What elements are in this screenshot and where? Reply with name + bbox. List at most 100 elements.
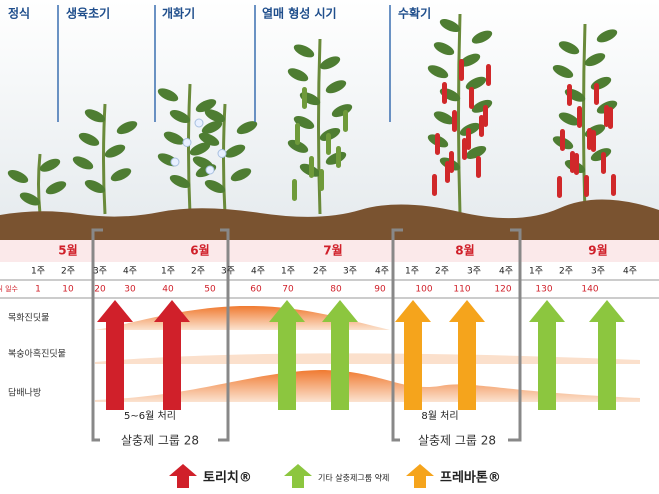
stem xyxy=(189,84,191,214)
pepper xyxy=(319,169,324,191)
day-label: 40 xyxy=(162,285,174,295)
pepper xyxy=(469,87,474,109)
pepper xyxy=(594,83,599,105)
day-label: 10 xyxy=(62,285,74,295)
week-label: 4주 xyxy=(623,266,637,277)
pepper xyxy=(479,115,484,137)
pepper xyxy=(577,106,582,128)
arrow xyxy=(169,464,197,488)
week-label: 2주 xyxy=(559,266,573,277)
treatment-group: 살충제 그룹 28 xyxy=(121,434,199,448)
arrow xyxy=(284,464,312,488)
flower xyxy=(195,119,203,127)
day-label: 30 xyxy=(124,285,136,295)
pest-label: 복숭아혹진딧물 xyxy=(8,348,66,360)
day-label: 60 xyxy=(250,285,262,295)
pepper xyxy=(336,146,341,168)
week-label: 2주 xyxy=(61,266,75,277)
treatment-period: 5~6월 처리 xyxy=(124,410,176,422)
day-label: 70 xyxy=(282,285,294,295)
day-label: 140 xyxy=(581,285,598,295)
legend-label: 토리치® xyxy=(203,470,252,486)
stage-label: 생육초기 xyxy=(66,6,110,21)
day-label: 110 xyxy=(453,285,470,295)
treatment-group: 살충제 그룹 28 xyxy=(418,434,496,448)
treatment-period: 8월 처리 xyxy=(421,410,458,422)
pepper xyxy=(343,110,348,132)
stage-label: 개화기 xyxy=(162,6,195,21)
flower xyxy=(206,166,214,174)
day-label: 80 xyxy=(330,285,342,295)
week-label: 4주 xyxy=(251,266,265,277)
pepper xyxy=(442,82,447,104)
pepper xyxy=(292,179,297,201)
pepper xyxy=(587,128,592,150)
flower xyxy=(218,150,226,158)
arrow xyxy=(406,464,434,488)
pepper xyxy=(476,156,481,178)
pepper xyxy=(432,174,437,196)
flower xyxy=(171,158,179,166)
week-label: 3주 xyxy=(591,266,605,277)
pepper xyxy=(452,110,457,132)
pepper xyxy=(295,123,300,145)
pepper xyxy=(560,129,565,151)
stage-label: 열매 형성 시기 xyxy=(262,6,337,21)
stem xyxy=(459,14,461,214)
week-label: 3주 xyxy=(93,266,107,277)
pepper xyxy=(611,174,616,196)
pepper xyxy=(557,176,562,198)
day-label: 1 xyxy=(35,285,41,295)
day-label: 120 xyxy=(494,285,511,295)
legend-label: 기타 살충제그룹 약제 xyxy=(318,473,389,483)
arrow xyxy=(97,300,133,410)
pepper xyxy=(570,151,575,173)
month-label: 9월 xyxy=(588,243,607,258)
pest-label: 담배나방 xyxy=(8,387,41,399)
pepper xyxy=(459,59,464,81)
pepper xyxy=(567,84,572,106)
week-label: 1주 xyxy=(31,266,45,277)
pepper xyxy=(604,105,609,127)
legend-label: 프레바톤® xyxy=(440,470,501,486)
week-label: 2주 xyxy=(191,266,205,277)
pepper xyxy=(601,152,606,174)
day-label: 20 xyxy=(94,285,106,295)
diagram: 정식 생육초기 개화기 열매 형성 시기 수확기 5월 6월 7월 8월 9월 1주 2주 3주 4주 1주… xyxy=(0,0,659,494)
days-label: 정식 일수 xyxy=(0,284,19,293)
month-label: 6월 xyxy=(190,243,209,258)
week-label: 1주 xyxy=(529,266,543,277)
week-label: 3주 xyxy=(221,266,235,277)
day-label: 90 xyxy=(374,285,386,295)
pepper xyxy=(302,87,307,109)
week-label: 2주 xyxy=(435,266,449,277)
pepper xyxy=(326,133,331,155)
month-label: 5월 xyxy=(58,243,77,258)
pepper xyxy=(309,156,314,178)
pepper xyxy=(584,175,589,197)
stage-label: 정식 xyxy=(8,6,30,21)
week-label: 2주 xyxy=(313,266,327,277)
week-label: 3주 xyxy=(467,266,481,277)
week-label: 4주 xyxy=(123,266,137,277)
day-label: 100 xyxy=(415,285,432,295)
pepper xyxy=(445,161,450,183)
month-label: 7월 xyxy=(323,243,342,258)
day-label: 130 xyxy=(535,285,552,295)
week-label: 3주 xyxy=(343,266,357,277)
month-label: 8월 xyxy=(455,243,474,258)
stem xyxy=(39,154,41,214)
week-label: 1주 xyxy=(281,266,295,277)
arrow xyxy=(589,300,625,410)
pest-label: 목화진딧물 xyxy=(8,313,49,324)
pepper xyxy=(435,133,440,155)
stage-label: 수확기 xyxy=(398,6,431,21)
day-label: 50 xyxy=(204,285,216,295)
week-label: 1주 xyxy=(161,266,175,277)
week-label: 4주 xyxy=(375,266,389,277)
flower xyxy=(183,139,191,147)
week-label: 1주 xyxy=(405,266,419,277)
pepper xyxy=(462,138,467,160)
pepper xyxy=(486,64,491,86)
week-label: 4주 xyxy=(499,266,513,277)
